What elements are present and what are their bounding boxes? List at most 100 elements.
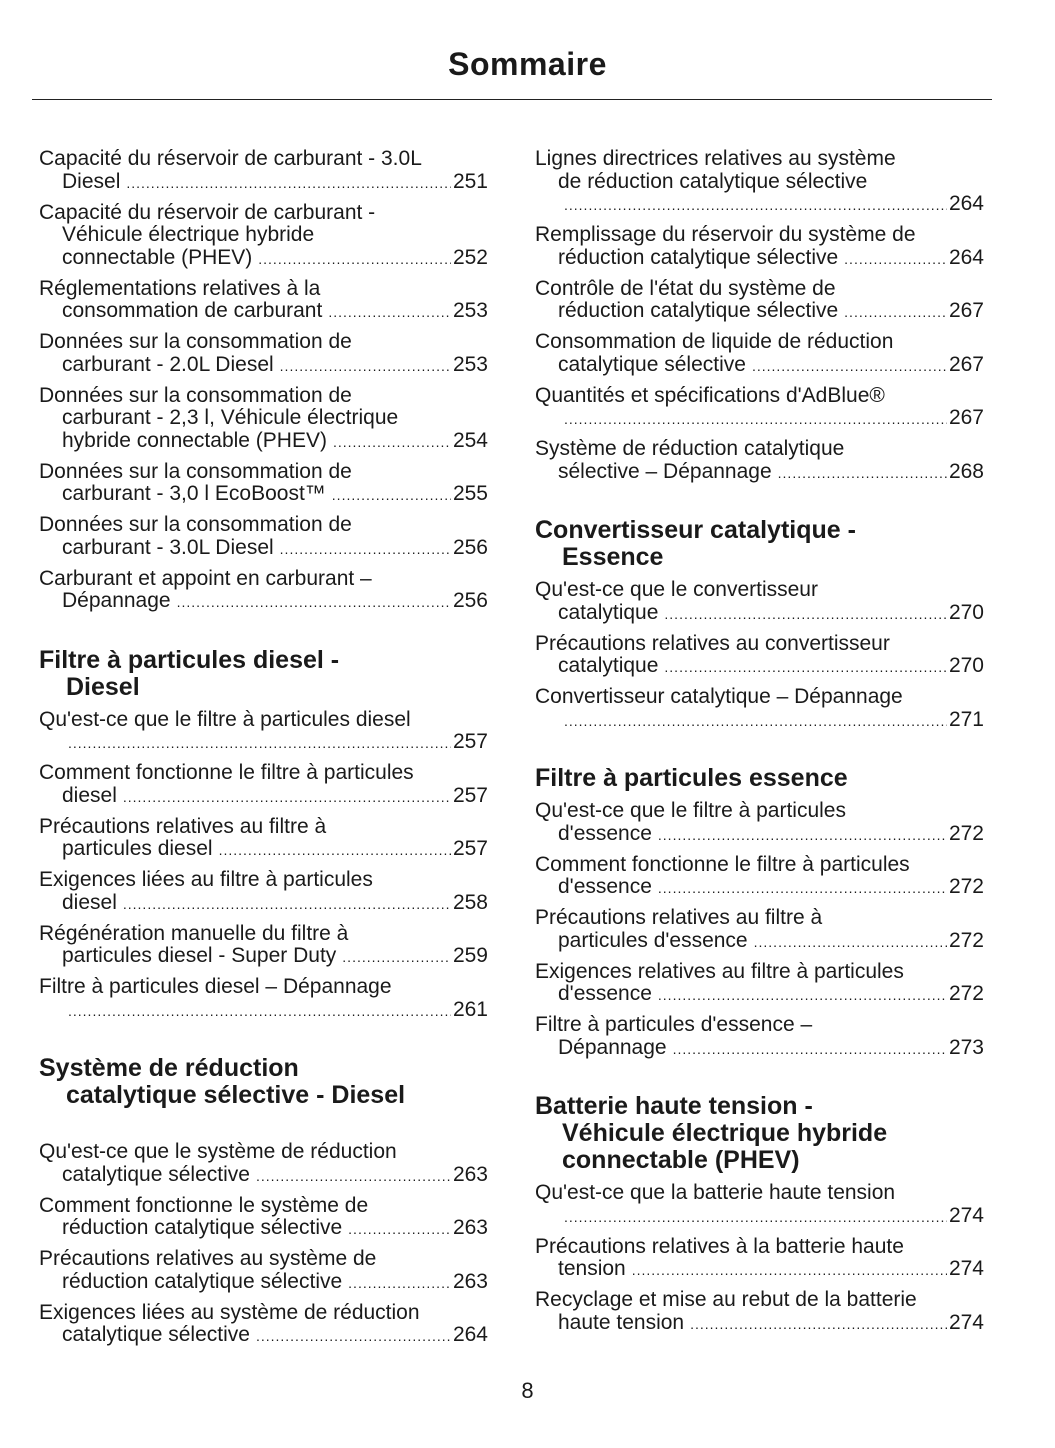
toc-entry-last-line: catalytique sélective 264 (39, 1323, 488, 1348)
toc-page-number[interactable]: 255 (452, 482, 488, 505)
toc-column-right: Lignes directrices relatives au système d… (535, 147, 984, 1343)
toc-page-number[interactable]: 267 (948, 406, 984, 429)
toc-page-number[interactable]: 261 (452, 997, 488, 1021)
toc-entry[interactable]: Lignes directrices relatives au système d… (535, 147, 984, 217)
toc-page-number[interactable]: 254 (452, 428, 488, 452)
toc-entry[interactable]: Précautions relatives au système de réduc… (39, 1247, 488, 1295)
toc-page-number[interactable]: 251 (452, 169, 488, 193)
toc-page-number[interactable]: 264 (948, 245, 984, 269)
toc-entry-last-line: 267 (535, 406, 984, 431)
toc-page-number[interactable]: 258 (452, 890, 488, 914)
toc-entry[interactable]: Consommation de liquide de réduction cata… (535, 330, 984, 377)
dot-leader (123, 893, 451, 916)
toc-page-number[interactable]: 264 (452, 1323, 488, 1346)
toc-entry[interactable]: Capacité du réservoir de carburant - 3.0… (39, 147, 488, 195)
toc-entry[interactable]: Comment fonctionne le système de réductio… (39, 1194, 488, 1241)
toc-page-number[interactable]: 264 (948, 192, 984, 215)
toc-page-number[interactable]: 274 (948, 1257, 984, 1280)
toc-entry[interactable]: Système de réduction catalytique sélectiv… (535, 437, 984, 484)
toc-entry[interactable]: Données sur la consommation de carburant … (39, 513, 488, 561)
toc-entry[interactable]: Qu'est-ce que le système de réduction cat… (39, 1140, 488, 1188)
toc-entry-text: diesel (62, 890, 117, 914)
toc-entry[interactable]: Précautions relatives à la batterie haut… (535, 1234, 984, 1282)
section-heading: Filtre à particules essence (535, 765, 984, 792)
toc-entry[interactable]: Contrôle de l'état du système de réductio… (535, 277, 984, 324)
toc-entry[interactable]: Comment fonctionne le filtre à particule… (39, 761, 488, 809)
toc-entry[interactable]: Qu'est-ce que le filtre à particules die… (39, 707, 488, 755)
toc-line: Lignes directrices relatives au système (535, 147, 896, 170)
toc-page-number[interactable]: 270 (948, 654, 984, 677)
toc-page-number[interactable]: 267 (948, 299, 984, 322)
toc-entry-last-line: diesel 257 (39, 783, 488, 809)
toc-page-number[interactable]: 273 (948, 1035, 984, 1059)
toc-page-number[interactable]: 259 (452, 944, 488, 967)
toc-line: Filtre à particules d'essence – (535, 1013, 813, 1036)
toc-entry-last-line: réduction catalytique sélective 263 (39, 1269, 488, 1295)
toc-page-number[interactable]: 263 (452, 1269, 488, 1293)
toc-page-number[interactable]: 270 (948, 600, 984, 624)
toc-entry[interactable]: Données sur la consommation de carburant … (39, 330, 488, 377)
toc-entry[interactable]: Quantités et spécifications d'AdBlue® 267 (535, 384, 984, 431)
toc-page-number[interactable]: 274 (948, 1203, 984, 1227)
toc-page-number[interactable]: 257 (452, 837, 488, 860)
toc-entry[interactable]: Convertisseur catalytique – Dépannage 271 (535, 685, 984, 733)
toc-page-number[interactable]: 272 (948, 982, 984, 1005)
toc-entry[interactable]: Exigences relatives au filtre à particul… (535, 960, 984, 1007)
dot-leader (564, 194, 947, 217)
toc-page-number[interactable]: 272 (948, 928, 984, 952)
dot-leader (126, 172, 451, 195)
toc-page-number[interactable]: 256 (452, 589, 488, 612)
toc-line: Capacité du réservoir de carburant - 3.0… (39, 147, 422, 170)
toc-page-number[interactable]: 253 (452, 352, 488, 376)
section-heading: Convertisseur catalytique - Essence (535, 517, 984, 571)
toc-entry[interactable]: Filtre à particules diesel – Dépannage 26… (39, 975, 488, 1022)
toc-entry[interactable]: Remplissage du réservoir du système de ré… (535, 223, 984, 270)
dot-leader (673, 1038, 947, 1061)
toc-entry[interactable]: Qu'est-ce que la batterie haute tension 2… (535, 1181, 984, 1229)
toc-entry-last-line: 271 (535, 707, 984, 733)
toc-page-number[interactable]: 272 (948, 821, 984, 845)
toc-entry[interactable]: Données sur la consommation de carburant … (39, 460, 488, 507)
toc-page-number[interactable]: 256 (452, 535, 488, 559)
toc-page-number[interactable]: 271 (948, 707, 984, 731)
toc-page-number[interactable]: 274 (948, 1310, 984, 1334)
toc-entry-last-line: carburant - 3.0L Diesel 256 (39, 535, 488, 561)
toc-page-number[interactable]: 272 (948, 875, 984, 898)
toc-entry[interactable]: Filtre à particules d'essence – Dépannage… (535, 1013, 984, 1061)
toc-line: Comment fonctionne le filtre à particule… (39, 761, 414, 784)
toc-entry[interactable]: Exigences liées au système de réduction c… (39, 1300, 488, 1348)
toc-entry[interactable]: Précautions relatives au filtre à particu… (535, 906, 984, 953)
toc-line: Filtre à particules essence (535, 764, 848, 792)
toc-page-number[interactable]: 257 (452, 730, 488, 753)
toc-entry[interactable]: Capacité du réservoir de carburant - Véhi… (39, 201, 488, 271)
toc-entry[interactable]: Exigences liées au filtre à particules di… (39, 868, 488, 916)
toc-entry[interactable]: Comment fonctionne le filtre à particule… (535, 853, 984, 900)
toc-entry-text: d'essence (558, 982, 652, 1005)
toc-page-number[interactable]: 257 (452, 783, 488, 807)
toc-entry-last-line: particules diesel - Super Duty 259 (39, 944, 488, 969)
toc-line: Qu'est-ce que la batterie haute tension (535, 1181, 896, 1204)
toc-page-number[interactable]: 252 (452, 245, 488, 269)
toc-line: Précautions relatives à la batterie haut… (535, 1234, 904, 1258)
dot-leader (564, 1206, 947, 1229)
toc-entry[interactable]: Recyclage et mise au rebut de la batteri… (535, 1288, 984, 1335)
toc-entry[interactable]: Réglementations relatives à la consommati… (39, 277, 488, 324)
toc-entry[interactable]: Précautions relatives au convertisseur ca… (535, 632, 984, 679)
toc-line: Qu'est-ce que le filtre à particules die… (39, 707, 411, 731)
toc-line: Exigences liées au système de réduction (39, 1300, 420, 1324)
toc-entry[interactable]: Carburant et appoint en carburant – Dépan… (39, 567, 488, 614)
dot-leader (256, 1165, 451, 1188)
toc-page-number[interactable]: 263 (452, 1162, 488, 1186)
toc-entry[interactable]: Précautions relatives au filtre à particu… (39, 815, 488, 862)
toc-entry[interactable]: Données sur la consommation de carburant … (39, 384, 488, 454)
toc-line: Qu'est-ce que le filtre à particules (535, 799, 846, 822)
toc-page-number[interactable]: 263 (452, 1216, 488, 1239)
toc-entry-last-line: 257 (39, 730, 488, 755)
toc-page-number[interactable]: 267 (948, 352, 984, 376)
toc-entry[interactable]: Régénération manuelle du filtre à particu… (39, 922, 488, 969)
toc-entry[interactable]: Qu'est-ce que le filtre à particules d'es… (535, 799, 984, 846)
toc-page-number[interactable]: 268 (948, 459, 984, 483)
toc-entry[interactable]: Qu'est-ce que le convertisseur catalytiqu… (535, 578, 984, 625)
toc-page-number[interactable]: 253 (452, 299, 488, 322)
toc-entry-text: sélective – Dépannage (558, 459, 772, 483)
